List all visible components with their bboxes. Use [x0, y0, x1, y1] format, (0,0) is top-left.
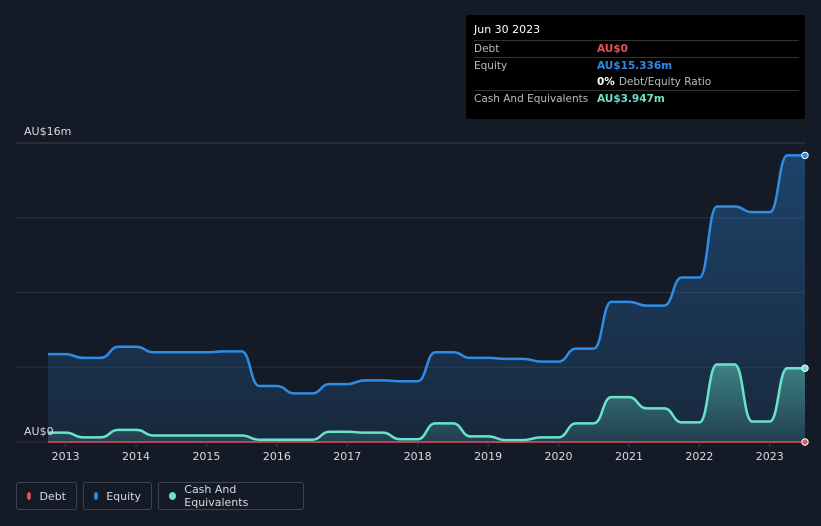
tooltip-equity-row: Equity AU$15.336m — [474, 57, 799, 74]
tooltip-ratio-spacer — [474, 74, 597, 90]
x-tick-label: 2017 — [333, 450, 361, 463]
equity-end-marker[interactable] — [801, 151, 809, 160]
x-tick-label: 2022 — [685, 450, 713, 463]
y-axis-top-label: AU$16m — [24, 125, 71, 138]
x-tick-label: 2013 — [52, 450, 80, 463]
x-tick-label: 2019 — [474, 450, 502, 463]
tooltip-equity-value: AU$15.336m — [597, 60, 673, 72]
y-axis-bottom-label: AU$0 — [24, 425, 54, 438]
debt-legend-dot-icon — [27, 492, 32, 500]
legend-cash-label: Cash And Equivalents — [184, 483, 249, 509]
equity-line — [48, 154, 805, 395]
legend-item-debt[interactable]: Debt — [16, 482, 77, 510]
tooltip-debt-row: Debt AU$0 — [474, 40, 799, 57]
tooltip-ratio-label: Debt/Equity Ratio — [618, 76, 712, 88]
debt-end-marker[interactable] — [801, 438, 809, 446]
legend-item-equity[interactable]: Equity — [83, 482, 152, 510]
x-tick-label: 2020 — [545, 450, 573, 463]
tooltip-ratio-value: 0% — [597, 76, 615, 88]
cash-end-marker[interactable] — [801, 364, 809, 372]
x-axis-ticks: 2013 2014 2015 2016 2017 2018 2019 2020 2021 2022… — [52, 442, 784, 463]
x-tick-label: 2014 — [122, 450, 150, 463]
tooltip-cash-row: Cash And Equivalents AU$3.947m — [474, 90, 799, 107]
cash-area — [48, 364, 805, 442]
tooltip-debt-value: AU$0 — [597, 43, 628, 55]
legend-debt-label: Debt — [39, 489, 66, 503]
equity-legend-dot-icon — [94, 492, 99, 500]
tooltip-debt-label: Debt — [474, 43, 500, 55]
data-tooltip: Jun 30 2023 Debt AU$0 Equity AU$15.336m … — [466, 15, 805, 119]
equity-area — [48, 155, 805, 442]
x-tick-label: 2023 — [756, 450, 784, 463]
x-tick-label: 2016 — [263, 450, 291, 463]
legend-equity-label: Equity — [106, 489, 141, 503]
x-tick-label: 2021 — [615, 450, 643, 463]
series-areas — [48, 155, 805, 442]
tooltip-equity-label: Equity — [474, 60, 508, 72]
tooltip-date: Jun 30 2023 — [474, 23, 541, 36]
series-lines — [48, 154, 805, 443]
series-end-markers — [801, 151, 809, 446]
cash-line — [48, 363, 805, 442]
cash-legend-dot-icon — [169, 492, 177, 500]
tooltip-cash-value: AU$3.947m — [597, 93, 665, 105]
x-tick-label: 2018 — [404, 450, 432, 463]
tooltip-ratio-row: 0% Debt/Equity Ratio — [474, 74, 799, 90]
legend-item-cash[interactable]: Cash And Equivalents — [158, 482, 304, 510]
x-tick-label: 2015 — [192, 450, 220, 463]
tooltip-cash-label: Cash And Equivalents — [474, 93, 589, 105]
